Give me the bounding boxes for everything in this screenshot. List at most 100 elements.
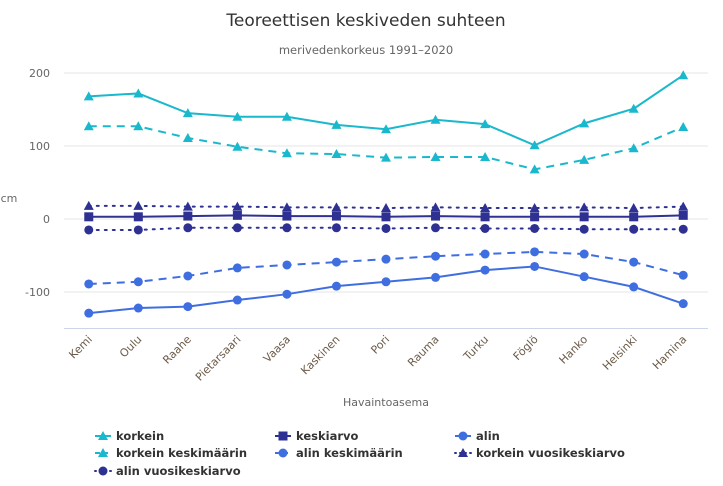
- data-point[interactable]: [182, 201, 193, 211]
- data-point[interactable]: [183, 223, 193, 233]
- legend-item[interactable]: alin: [455, 429, 500, 443]
- data-point[interactable]: [480, 151, 491, 161]
- data-point[interactable]: [281, 148, 292, 158]
- legend-marker-icon[interactable]: [458, 431, 468, 441]
- data-point[interactable]: [83, 91, 94, 101]
- data-point[interactable]: [530, 247, 540, 257]
- legend-item[interactable]: korkein keskimäärin: [95, 446, 247, 460]
- legend-label[interactable]: korkein: [116, 429, 164, 443]
- legend-label[interactable]: korkein keskimäärin: [116, 446, 247, 460]
- legend-marker-icon[interactable]: [458, 448, 468, 457]
- data-point[interactable]: [232, 201, 243, 211]
- data-point[interactable]: [678, 122, 689, 132]
- data-point[interactable]: [480, 223, 490, 233]
- data-point[interactable]: [183, 302, 193, 312]
- data-point[interactable]: [529, 164, 540, 174]
- data-point[interactable]: [431, 251, 441, 261]
- data-point[interactable]: [530, 212, 540, 222]
- data-point[interactable]: [579, 202, 590, 212]
- legend-marker-icon[interactable]: [98, 466, 108, 476]
- data-point[interactable]: [579, 118, 590, 128]
- data-point[interactable]: [133, 277, 143, 287]
- data-point[interactable]: [133, 200, 144, 210]
- legend-item[interactable]: alin vuosikeskiarvo: [94, 464, 241, 478]
- data-point[interactable]: [331, 202, 342, 212]
- data-point[interactable]: [281, 111, 292, 121]
- data-point[interactable]: [629, 224, 639, 234]
- series-korkein-vuosikeskiarvo[interactable]: [83, 200, 689, 213]
- data-point[interactable]: [182, 108, 193, 118]
- legend-item[interactable]: alin keskimäärin: [275, 446, 403, 460]
- series-korkein-keskimäärin[interactable]: [83, 121, 689, 174]
- data-point[interactable]: [133, 212, 143, 222]
- data-point[interactable]: [83, 200, 94, 210]
- data-point[interactable]: [480, 212, 490, 222]
- data-point[interactable]: [133, 88, 144, 98]
- data-point[interactable]: [282, 289, 292, 299]
- data-point[interactable]: [133, 303, 143, 313]
- data-point[interactable]: [530, 223, 540, 233]
- data-point[interactable]: [232, 111, 243, 121]
- data-point[interactable]: [430, 114, 441, 124]
- data-point[interactable]: [232, 223, 242, 233]
- data-point[interactable]: [629, 282, 639, 292]
- data-point[interactable]: [183, 271, 193, 281]
- data-point[interactable]: [232, 141, 243, 151]
- data-point[interactable]: [232, 210, 242, 220]
- data-point[interactable]: [133, 121, 144, 131]
- series-alin[interactable]: [84, 261, 688, 318]
- data-point[interactable]: [480, 203, 491, 213]
- data-point[interactable]: [628, 103, 639, 113]
- data-point[interactable]: [331, 223, 341, 233]
- data-point[interactable]: [83, 121, 94, 131]
- data-point[interactable]: [579, 249, 589, 259]
- data-point[interactable]: [678, 201, 689, 211]
- data-point[interactable]: [281, 202, 292, 212]
- data-point[interactable]: [480, 119, 491, 129]
- data-point[interactable]: [331, 211, 341, 221]
- data-point[interactable]: [84, 308, 94, 318]
- data-point[interactable]: [678, 270, 688, 280]
- data-point[interactable]: [381, 223, 391, 233]
- legend-marker-icon[interactable]: [98, 448, 108, 457]
- data-point[interactable]: [331, 281, 341, 291]
- legend-label[interactable]: keskiarvo: [296, 429, 359, 443]
- legend-item[interactable]: korkein vuosikeskiarvo: [454, 446, 625, 460]
- data-point[interactable]: [678, 299, 688, 309]
- data-point[interactable]: [629, 257, 639, 267]
- data-point[interactable]: [282, 223, 292, 233]
- series-line[interactable]: [88, 265, 684, 315]
- data-point[interactable]: [232, 263, 242, 273]
- data-point[interactable]: [282, 211, 292, 221]
- data-point[interactable]: [628, 143, 639, 153]
- legend-marker-icon[interactable]: [98, 431, 108, 440]
- data-point[interactable]: [678, 70, 689, 80]
- data-point[interactable]: [431, 223, 441, 233]
- data-point[interactable]: [232, 295, 242, 305]
- data-point[interactable]: [133, 225, 143, 235]
- data-point[interactable]: [678, 224, 688, 234]
- data-point[interactable]: [381, 203, 391, 213]
- data-point[interactable]: [579, 212, 589, 222]
- data-point[interactable]: [529, 140, 540, 150]
- data-point[interactable]: [381, 254, 391, 264]
- data-point[interactable]: [480, 249, 490, 259]
- data-point[interactable]: [84, 279, 94, 289]
- data-point[interactable]: [282, 260, 292, 270]
- data-point[interactable]: [431, 211, 441, 221]
- data-point[interactable]: [579, 154, 590, 164]
- series-keskiarvo[interactable]: [84, 210, 688, 222]
- data-point[interactable]: [381, 152, 391, 162]
- data-point[interactable]: [579, 272, 589, 282]
- data-point[interactable]: [430, 202, 441, 212]
- data-point[interactable]: [629, 212, 639, 222]
- legend-marker-icon[interactable]: [278, 448, 288, 458]
- data-point[interactable]: [381, 124, 391, 134]
- legend-label[interactable]: korkein vuosikeskiarvo: [476, 446, 625, 460]
- data-point[interactable]: [331, 257, 341, 267]
- data-point[interactable]: [182, 132, 193, 142]
- data-point[interactable]: [84, 212, 94, 222]
- data-point[interactable]: [331, 149, 342, 159]
- legend-label[interactable]: alin: [476, 429, 500, 443]
- data-point[interactable]: [579, 224, 589, 234]
